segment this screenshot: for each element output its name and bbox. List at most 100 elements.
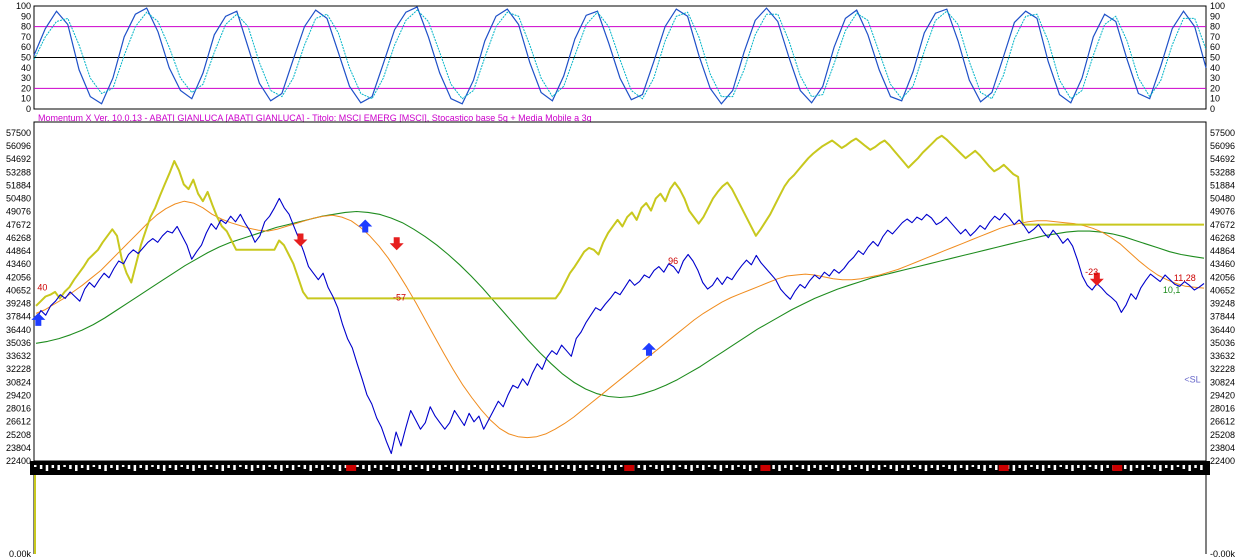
date-axis-glyph [789, 465, 793, 470]
price-tick-left: 56096 [6, 141, 31, 151]
date-axis-glyph [854, 465, 857, 467]
date-axis-glyph [116, 465, 119, 470]
date-axis-glyph [1077, 465, 1080, 468]
date-axis-glyph [983, 465, 986, 471]
date-axis-glyph [227, 465, 230, 468]
oscillator-tick-right: 40 [1210, 63, 1220, 73]
date-axis-glyph [473, 465, 476, 467]
volume-tick-right: -0.00k [1210, 549, 1236, 559]
oscillator-tick-right: 80 [1210, 22, 1220, 32]
date-axis-glyph [918, 465, 922, 469]
price-tick-left: 23804 [6, 443, 31, 453]
price-tick-left: 32228 [6, 364, 31, 374]
date-axis-glyph [397, 465, 400, 471]
date-axis-glyph [57, 465, 60, 470]
date-axis-glyph [959, 465, 963, 468]
date-axis-glyph [549, 465, 553, 468]
price-tick-right: 28016 [1210, 404, 1235, 414]
date-axis-glyph [965, 465, 969, 470]
date-axis-glyph [930, 465, 934, 468]
date-axis-glyph [1018, 465, 1021, 468]
date-axis-glyph [830, 465, 834, 469]
date-axis-marker [624, 465, 635, 471]
date-axis-glyph [145, 465, 148, 470]
date-axis-glyph [637, 465, 641, 468]
price-tick-right: 47672 [1210, 220, 1235, 230]
date-axis-glyph [379, 465, 383, 470]
date-axis-glyph [34, 465, 37, 467]
price-tick-left: 42056 [6, 272, 31, 282]
oscillator-tick-right: 90 [1210, 11, 1220, 21]
date-axis-glyph [233, 465, 236, 470]
date-axis-glyph [1141, 465, 1145, 470]
price-tick-right: 23804 [1210, 443, 1235, 453]
price-tick-left: 33632 [6, 351, 31, 361]
date-axis-glyph [561, 465, 564, 467]
date-axis-glyph [1106, 465, 1109, 468]
date-axis-glyph [391, 465, 394, 469]
date-axis-glyph [168, 465, 172, 468]
date-axis-glyph [842, 465, 846, 468]
date-axis-glyph [707, 465, 711, 467]
date-axis-glyph [133, 465, 137, 471]
date-axis-glyph [256, 465, 260, 468]
series-moving-average-slow [35, 210, 1205, 399]
date-axis-glyph [819, 465, 822, 470]
price-annotation: 96 [668, 256, 678, 266]
date-axis-glyph [924, 465, 928, 471]
date-axis-glyph [696, 465, 699, 468]
sell-signal-arrow [1089, 272, 1104, 286]
price-annotation: <SL [1184, 374, 1200, 384]
date-axis-glyph [63, 465, 66, 467]
date-axis-glyph [801, 465, 805, 469]
price-tick-right: 51884 [1210, 180, 1235, 190]
sell-signal-arrow [293, 233, 308, 247]
date-axis-glyph [778, 465, 781, 471]
date-axis-glyph [426, 465, 430, 471]
date-axis-glyph [672, 465, 676, 470]
date-axis-glyph [491, 465, 494, 468]
date-axis-glyph [1065, 465, 1068, 469]
date-axis-glyph [461, 465, 465, 468]
date-axis-glyph [250, 465, 254, 471]
date-axis-glyph [432, 465, 435, 468]
date-axis-glyph [162, 465, 166, 471]
date-axis-glyph [285, 465, 289, 468]
series-moving-average-fast [35, 200, 1205, 439]
price-tick-left: 54692 [6, 154, 31, 164]
date-axis-glyph [614, 465, 617, 470]
price-tick-left: 30824 [6, 377, 31, 387]
date-axis-glyph [1188, 465, 1191, 471]
date-axis-glyph [157, 465, 160, 469]
date-axis-glyph [584, 465, 588, 470]
price-tick-right: 43460 [1210, 259, 1235, 269]
price-tick-right: 32228 [1210, 364, 1235, 374]
date-axis-glyph [989, 465, 992, 468]
date-axis-glyph [186, 465, 189, 469]
trade-signals [31, 219, 1104, 356]
date-axis-glyph [127, 465, 131, 469]
date-axis-glyph [526, 465, 529, 470]
date-axis-glyph [514, 465, 518, 471]
price-tick-left: 39248 [6, 299, 31, 309]
date-axis-glyph [895, 465, 898, 471]
date-axis-glyph [1036, 465, 1039, 469]
price-tick-left: 51884 [6, 180, 31, 190]
price-tick-left: 57500 [6, 128, 31, 138]
date-axis-glyph [450, 465, 453, 469]
date-axis-marker [760, 465, 771, 471]
date-axis-glyph [303, 465, 307, 469]
date-axis-glyph [590, 465, 594, 467]
date-axis-glyph [338, 465, 342, 471]
oscillator-tick-right: 30 [1210, 73, 1220, 83]
price-tick-right: 54692 [1210, 154, 1235, 164]
date-axis-glyph [666, 465, 670, 468]
date-axis-marker [346, 465, 357, 471]
date-axis-glyph [80, 465, 84, 468]
series-price [35, 197, 1205, 455]
date-axis-glyph [438, 465, 441, 470]
oscillator-tick-left: 100 [16, 1, 31, 11]
